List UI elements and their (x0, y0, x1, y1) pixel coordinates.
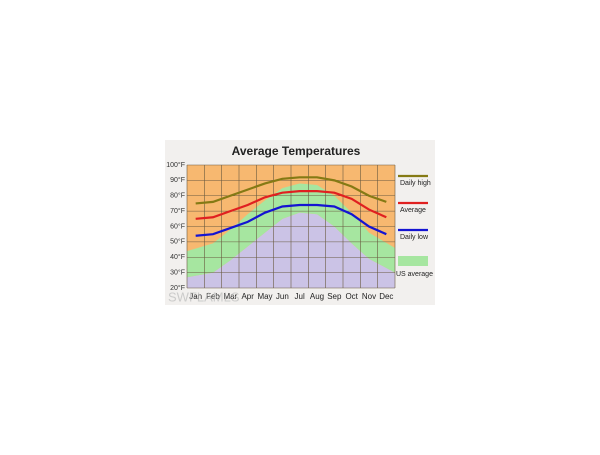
legend-label: US average (396, 271, 433, 278)
y-tick-label: 20°F (170, 284, 185, 292)
x-tick-label: Jan (189, 292, 202, 301)
legend-label: Daily high (400, 180, 431, 187)
series-line (195, 176, 387, 205)
x-tick-label: Apr (241, 292, 254, 301)
y-tick-label: 70°F (170, 207, 185, 215)
y-tick-label: 80°F (170, 192, 185, 200)
y-tick-label: 60°F (170, 222, 185, 230)
x-tick-label: Feb (206, 292, 220, 301)
x-tick-label: Oct (345, 292, 358, 301)
x-tick-label: Aug (310, 292, 324, 301)
y-tick-label: 30°F (170, 268, 185, 276)
y-tick-label: 40°F (170, 253, 185, 261)
chart-title: Average Temperatures (232, 144, 361, 158)
x-tick-label: Jun (276, 292, 289, 301)
y-tick-label: 50°F (170, 238, 185, 246)
x-tick-label: Sep (327, 292, 342, 301)
x-tick-label: May (257, 292, 272, 301)
y-tick-label: 90°F (170, 176, 185, 184)
x-tick-label: Dec (379, 292, 393, 301)
y-tick-label: 100°F (166, 161, 185, 169)
x-tick-label: Mar (223, 292, 237, 301)
x-tick-label: Nov (362, 292, 376, 301)
series-line (195, 203, 387, 237)
legend-label: Average (400, 207, 426, 214)
series-line (195, 190, 387, 220)
legend-label: Daily low (400, 234, 429, 241)
watermark: SWFLAMLS (168, 289, 240, 304)
x-tick-label: Jul (295, 292, 305, 301)
legend-swatch (398, 256, 428, 266)
